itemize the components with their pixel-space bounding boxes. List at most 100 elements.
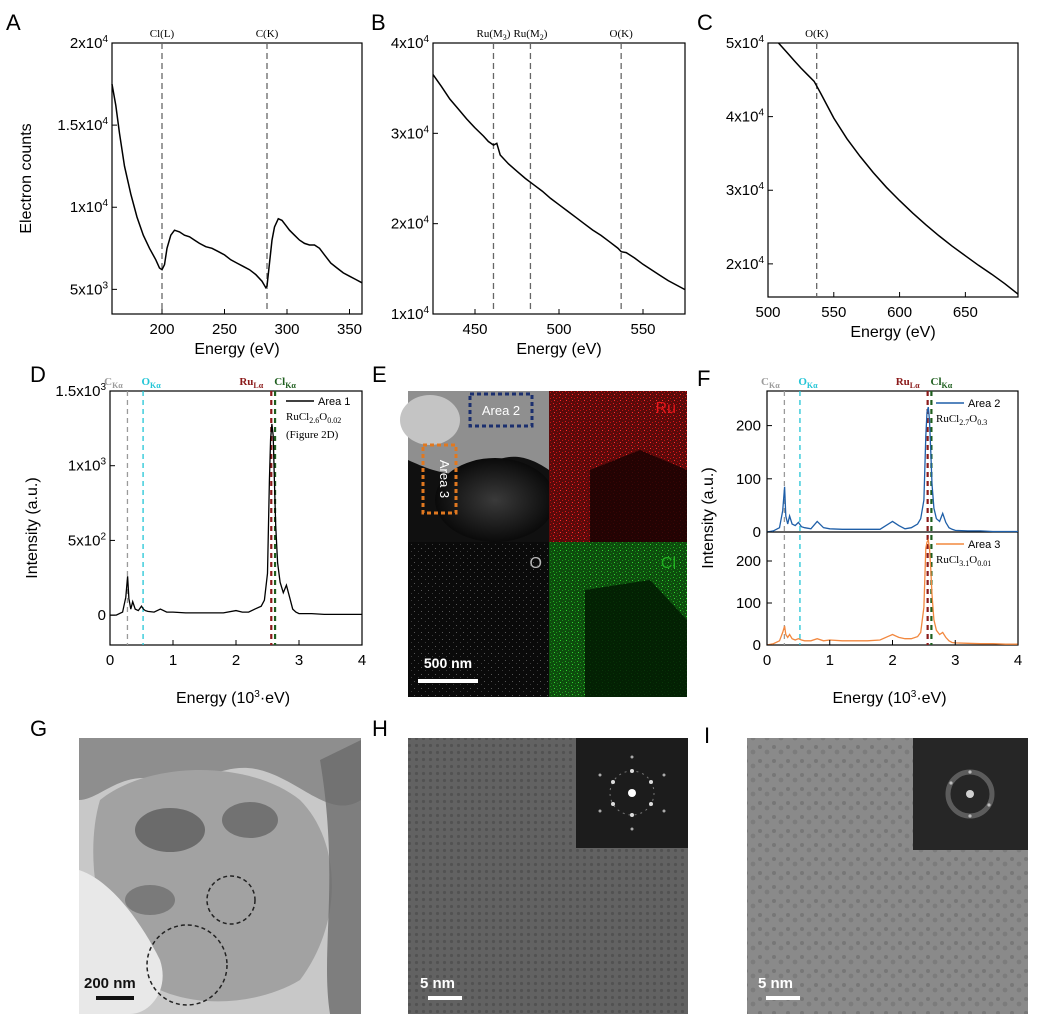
fft-inset-i [913, 738, 1028, 850]
spectrum-line [111, 83, 363, 290]
legend-label: Area 2 [968, 398, 1000, 410]
y-tick-label: 4x104 [726, 108, 765, 126]
plot-frame [111, 42, 363, 315]
panel-g-tem-image: 200 nm [79, 738, 361, 1014]
x-tick-label: 1 [826, 652, 834, 669]
spectrum-line [777, 42, 1019, 295]
x-tick-label: 300 [274, 321, 299, 338]
legend-label: Area 1 [318, 396, 350, 408]
y-tick-label: 0 [753, 637, 761, 654]
area2-box [468, 392, 534, 428]
y-tick-label: 200 [736, 418, 761, 435]
x-tick-label: 500 [546, 321, 571, 338]
spectrum-line [110, 423, 362, 616]
scale-label-g: 200 nm [84, 975, 136, 992]
y-tick-label: 1.5x103 [55, 382, 106, 400]
chart-f-eds-area2-area3: CKα OKα RuLα ClKα 0 100 200 Area 2 RuCl2.7O0.3 0 1… [700, 376, 1022, 707]
y-tick-label: 1x104 [391, 305, 430, 323]
haadf-image: Area 2 Area 3 [400, 391, 555, 542]
x-tick-label: 350 [337, 321, 362, 338]
panel-letter-d: D [30, 362, 46, 387]
y-axis-label: Electron counts [18, 123, 35, 233]
o-map: O [408, 542, 549, 697]
y-tick-label: 4x104 [391, 34, 430, 52]
chart-a-eels-cl-c: Cl(L) C(K) 200 250 300 350 5x103 1x104 1.5x104 2x… [18, 28, 363, 358]
x-tick-label: 1 [169, 652, 177, 669]
panel-letter-c: C [697, 10, 713, 35]
spectrum-line [432, 74, 686, 291]
y-tick-label: 100 [736, 595, 761, 612]
x-tick-label: 3 [295, 652, 303, 669]
y-tick-label: 0 [753, 524, 761, 541]
plot-frame [432, 42, 686, 315]
x-tick-label: 2 [232, 652, 240, 669]
y-tick-label: 2x104 [70, 34, 109, 52]
y-tick-label: 3x104 [726, 181, 765, 199]
panel-letter-f: F [697, 366, 710, 391]
edge-label: O(K) [805, 28, 829, 40]
y-tick-label: 3x104 [391, 124, 430, 142]
edge-label: Cl(L) [150, 28, 175, 40]
element-marker-label: CKα [104, 376, 123, 390]
y-tick-label: 5x103 [70, 280, 109, 298]
x-tick-label: 550 [630, 321, 655, 338]
chart-b-eels-ru-o: Ru(M3) Ru(M2) O(K) 450 500 550 1x104 2x104 3x104… [391, 28, 686, 358]
cl-label: Cl [661, 555, 676, 572]
plot-frame [767, 42, 1019, 298]
cl-map: Cl [549, 542, 687, 697]
ru-label: Ru [656, 400, 676, 417]
panel-e-eds-maps: Area 2 Area 3 Ru O Cl 500 nm [400, 391, 687, 697]
x-axis-label: Energy (eV) [850, 324, 935, 341]
panel-letter-g: G [30, 716, 47, 741]
panel-letter-b: B [371, 10, 386, 35]
selected-area-circle-large [146, 924, 228, 1006]
element-marker-label: OKα [141, 376, 161, 390]
area2-label: Area 2 [482, 403, 520, 418]
panel-letter-e: E [372, 362, 387, 387]
plot-frame [766, 390, 1019, 646]
x-tick-label: 2 [888, 652, 896, 669]
scale-label-i: 5 nm [758, 975, 793, 992]
legend-note: (Figure 2D) [286, 429, 339, 441]
x-tick-label: 500 [755, 304, 780, 321]
panel-letter-h: H [372, 716, 388, 741]
edge-label: C(K) [256, 28, 279, 40]
element-marker-label: CKα [761, 376, 780, 390]
spectrum-line-area3 [766, 538, 1018, 646]
panel-h-hrtem-image: 5 nm [408, 738, 688, 1014]
edge-label: Ru(M2) [513, 28, 547, 42]
x-axis-label: Energy (103·eV) [833, 689, 947, 707]
area3-label: Area 3 [437, 460, 452, 498]
x-tick-label: 200 [149, 321, 174, 338]
y-tick-label: 1x104 [70, 198, 109, 216]
x-axis-label: Energy (eV) [194, 341, 279, 358]
x-axis-label: Energy (eV) [516, 341, 601, 358]
legend-formula: RuCl3.1O0.01 [936, 554, 991, 568]
y-tick-label: 200 [736, 553, 761, 570]
x-tick-label: 550 [821, 304, 846, 321]
panel-letter-a: A [6, 10, 21, 35]
scale-label-h: 5 nm [420, 975, 455, 992]
o-label: O [530, 555, 542, 572]
y-tick-label: 1x103 [68, 457, 107, 475]
element-marker-label: OKα [798, 376, 818, 390]
x-tick-label: 4 [1014, 652, 1022, 669]
element-marker-label: ClKα [274, 376, 296, 390]
x-tick-label: 600 [887, 304, 912, 321]
x-tick-label: 0 [106, 652, 114, 669]
x-tick-label: 650 [953, 304, 978, 321]
element-marker-label: RuLα [896, 376, 920, 390]
y-axis-label: Intensity (a.u.) [700, 467, 717, 568]
y-tick-label: 2x104 [726, 255, 765, 273]
x-tick-label: 0 [763, 652, 771, 669]
legend-formula: RuCl2.7O0.3 [936, 413, 987, 427]
element-marker-label: RuLα [239, 376, 263, 390]
x-tick-label: 450 [462, 321, 487, 338]
fft-inset-h [576, 738, 688, 848]
ru-map: Ru [549, 391, 687, 542]
spectrum-line-area2 [766, 406, 1018, 533]
y-tick-label: 1.5x104 [57, 116, 108, 134]
panel-letter-i: I [704, 723, 710, 748]
area3-box [421, 443, 458, 515]
